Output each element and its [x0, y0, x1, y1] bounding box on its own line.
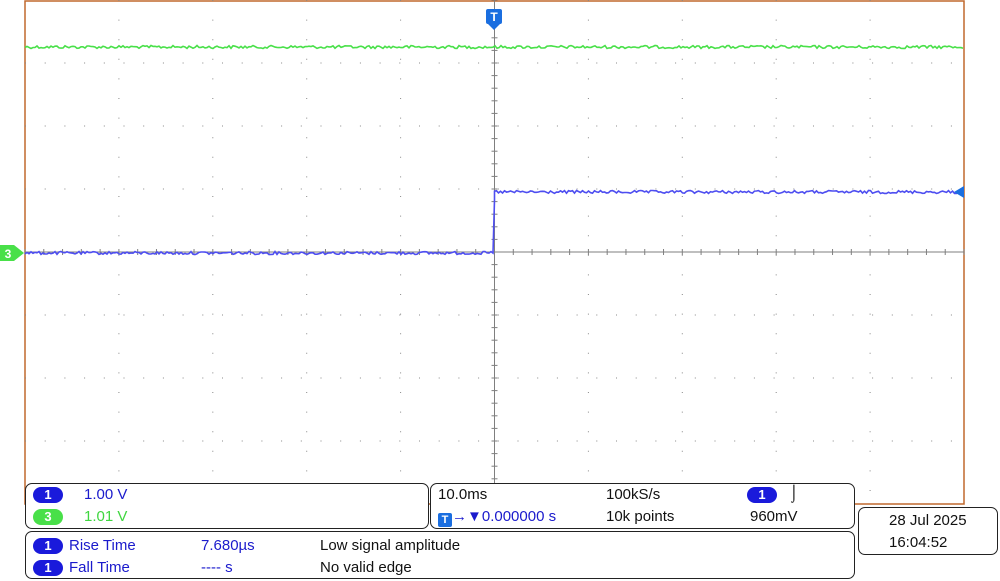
channel-panel: 1 1.00 V 3 1.01 V — [25, 483, 429, 529]
trigger-position-marker[interactable]: T — [486, 9, 502, 30]
trigger-source-badge[interactable]: 1 — [747, 487, 777, 503]
ch3-scale[interactable]: 1.01 V — [84, 508, 128, 525]
trigger-marker-icon: T — [438, 513, 452, 527]
position-arrow-icon: →▼ — [452, 508, 482, 525]
ch3-ground-marker[interactable]: 3 — [0, 245, 24, 261]
measurement-1-status: Low signal amplitude — [320, 537, 461, 554]
ch3-badge[interactable]: 3 — [33, 509, 63, 525]
record-length[interactable]: 10k points — [606, 508, 675, 525]
sample-rate: 100kS/s — [606, 486, 661, 503]
ch3-ground-label: 3 — [5, 247, 12, 261]
trigger-level[interactable]: 960mV — [750, 508, 798, 525]
trigger-level-arrow[interactable] — [954, 186, 964, 198]
position-value: 0.000000 s — [481, 508, 557, 525]
date: 28 Jul 2025 — [889, 512, 967, 529]
measurement-1-source-badge: 1 — [33, 538, 63, 554]
ch1-badge[interactable]: 1 — [33, 487, 63, 503]
measurement-2-name[interactable]: Fall Time — [69, 559, 130, 576]
measurement-panel: 1 Rise Time 7.680µs Low signal amplitude… — [25, 531, 855, 579]
ch3-trace — [24, 44, 964, 50]
measurement-2-value: ---- s — [201, 559, 233, 576]
datetime-panel: 28 Jul 2025 16:04:52 — [858, 507, 998, 555]
measurement-2-source-badge: 1 — [33, 560, 63, 576]
horizontal-position[interactable]: T →▼0.000000 s — [438, 508, 556, 527]
time: 16:04:52 — [889, 534, 948, 551]
measurement-1-value: 7.680µs — [201, 537, 255, 554]
ch1-trace — [24, 189, 964, 256]
measurement-2-status: No valid edge — [320, 559, 412, 576]
timebase[interactable]: 10.0ms — [438, 486, 488, 503]
horizontal-panel: 10.0ms 100kS/s 1 ⌡ T →▼0.000000 s 10k poi… — [430, 483, 855, 529]
measurement-1-name[interactable]: Rise Time — [69, 537, 136, 554]
ch1-scale[interactable]: 1.00 V — [84, 486, 128, 503]
trigger-slope-icon[interactable]: ⌡ — [789, 485, 799, 502]
scope-display: T 3 — [0, 0, 965, 505]
trigger-position-label: T — [490, 10, 498, 24]
